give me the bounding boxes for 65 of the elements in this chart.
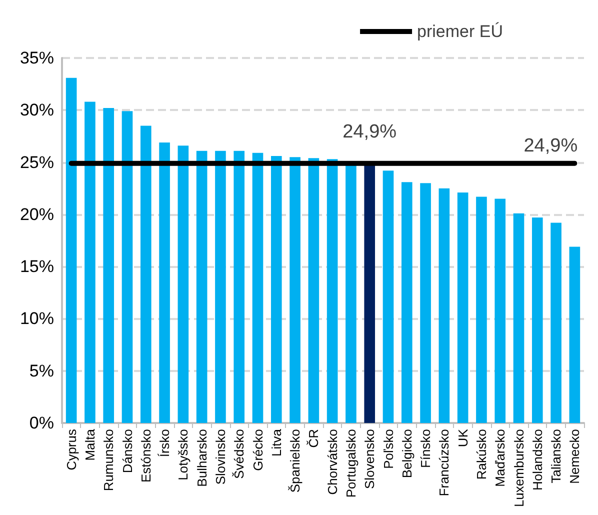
y-tick-label: 15% bbox=[20, 257, 54, 276]
bar bbox=[178, 146, 189, 423]
x-tick-label: Švédsko bbox=[232, 429, 247, 479]
y-tick-label: 5% bbox=[29, 361, 54, 380]
bar bbox=[234, 150, 245, 423]
bar bbox=[140, 126, 152, 423]
y-tick-label: 30% bbox=[20, 100, 54, 120]
y-tick-label: 25% bbox=[20, 152, 54, 172]
x-tick-label: Belgicko bbox=[399, 429, 414, 478]
bar bbox=[401, 182, 412, 423]
x-tick-label: Cyprus bbox=[64, 428, 79, 470]
bar bbox=[122, 111, 133, 423]
x-tick-label: Rakúsko bbox=[474, 429, 489, 480]
x-tick-label: Malta bbox=[82, 428, 98, 461]
x-tick-label: Holandsko bbox=[530, 429, 545, 490]
x-tick-label: ČR bbox=[306, 429, 322, 448]
x-tick-label: Chorvátsko bbox=[324, 429, 340, 495]
bar bbox=[308, 158, 320, 423]
x-tick-label: Rumunsko bbox=[101, 429, 116, 492]
x-tick-label: Slovinsko bbox=[212, 429, 228, 485]
bar bbox=[270, 156, 282, 423]
x-tick-label: Fínsko bbox=[418, 429, 434, 468]
y-tick-label: 10% bbox=[20, 309, 54, 328]
bar bbox=[532, 218, 543, 423]
bar bbox=[290, 157, 300, 423]
bar bbox=[382, 170, 394, 423]
bar bbox=[476, 196, 487, 423]
x-tick-label: Litva bbox=[268, 428, 284, 456]
bar bbox=[103, 108, 114, 423]
bar bbox=[438, 188, 450, 423]
bar bbox=[420, 183, 431, 423]
bar bbox=[513, 213, 524, 423]
x-tick-label: Lotyšsko bbox=[176, 429, 191, 480]
x-tick-label: Portugalsko bbox=[343, 429, 358, 498]
x-tick-label: Bulharsko bbox=[194, 429, 210, 487]
y-tick-label: 20% bbox=[20, 204, 54, 224]
bar bbox=[457, 192, 468, 423]
x-tick-label: Nemecko bbox=[567, 429, 582, 484]
x-tick-label: Španielsko bbox=[288, 429, 303, 493]
bar bbox=[550, 222, 562, 423]
bar bbox=[84, 102, 96, 423]
x-tick-label: Grécko bbox=[250, 429, 266, 471]
bar bbox=[215, 150, 226, 423]
y-tick-label: 35% bbox=[20, 48, 54, 68]
bar bbox=[569, 246, 580, 423]
x-tick-label: UK bbox=[455, 428, 470, 448]
x-tick-label: Slovensko bbox=[362, 429, 378, 489]
x-tick-label: Dánsko bbox=[120, 429, 135, 474]
y-tick-label: 0% bbox=[29, 414, 54, 432]
data-label: 24,9% bbox=[342, 121, 397, 142]
x-tick-label: Estónsko bbox=[138, 429, 154, 482]
bar bbox=[326, 159, 338, 423]
x-tick-label: Poľsko bbox=[380, 429, 396, 469]
bar bbox=[159, 142, 170, 423]
x-tick-label: Maďarsko bbox=[492, 429, 508, 487]
x-tick-label: Luxembursko bbox=[511, 429, 526, 508]
bar bbox=[66, 78, 77, 423]
data-label: 24,9% bbox=[524, 135, 578, 156]
bar bbox=[494, 198, 506, 423]
x-tick-label: Taliansko bbox=[548, 429, 564, 484]
bar bbox=[196, 150, 208, 423]
legend-label: priemer EÚ bbox=[417, 22, 504, 41]
x-tick-label: Írsko bbox=[157, 429, 172, 458]
bar bbox=[252, 152, 264, 423]
x-tick-label: Francúzsko bbox=[436, 429, 452, 496]
